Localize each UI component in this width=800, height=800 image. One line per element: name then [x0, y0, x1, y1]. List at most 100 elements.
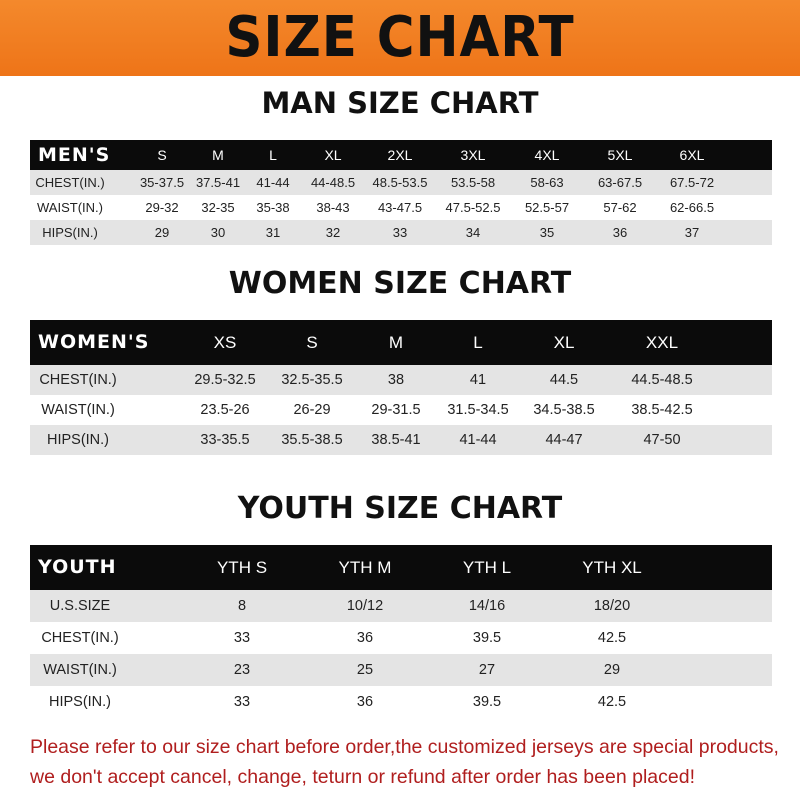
size-header: M	[212, 147, 224, 163]
row-label: U.S.SIZE	[49, 598, 111, 614]
size-header: 4XL	[534, 147, 560, 163]
table-cell: 35.5-38.5	[281, 432, 343, 448]
row-label: CHEST(IN.)	[39, 372, 117, 388]
table-cell: 29-31.5	[371, 402, 421, 418]
table-cell: 58-63	[530, 175, 564, 190]
table-cell: 48.5-53.5	[372, 175, 428, 190]
size-header: YTH S	[216, 558, 268, 577]
header-label: MEN'S	[38, 144, 111, 166]
table-cell: 37	[684, 225, 700, 240]
size-header: 5XL	[607, 147, 633, 163]
men-header-row: MEN'S S M L XL 2XL 3XL 4XL 5XL 6XL	[30, 140, 772, 170]
size-header: YTH L	[462, 558, 512, 577]
table-cell: 57-62	[603, 200, 637, 215]
table-cell: 53.5-58	[450, 175, 496, 190]
table-cell: 43-47.5	[377, 200, 423, 215]
table-cell: 67.5-72	[669, 175, 715, 190]
size-header: L	[269, 147, 277, 163]
table-cell: 38.5-41	[371, 432, 421, 448]
row-label: HIPS(IN.)	[42, 225, 98, 240]
youth-header-row: YOUTH YTH S YTH M YTH L YTH XL	[30, 545, 772, 590]
women-section-title: WOMEN SIZE CHART	[228, 266, 572, 301]
table-cell: 44.5-48.5	[631, 372, 693, 388]
table-cell: 31	[265, 225, 281, 240]
table-cell: 36	[356, 630, 374, 646]
size-header: 3XL	[460, 147, 486, 163]
table-cell: 36	[612, 225, 628, 240]
table-row: HIPS(IN.) 33 36 39.5 42.5	[30, 686, 772, 718]
row-label: WAIST(IN.)	[37, 200, 103, 215]
table-cell: 27	[478, 662, 496, 678]
size-chart-banner: SIZE CHART	[0, 0, 800, 76]
table-cell: 29.5-32.5	[194, 372, 256, 388]
table-cell: 42.5	[597, 694, 627, 710]
table-cell: 34.5-38.5	[533, 402, 595, 418]
table-cell: 25	[356, 662, 374, 678]
table-cell: 29-32	[145, 200, 179, 215]
size-header: 2XL	[387, 147, 413, 163]
row-label: WAIST(IN.)	[43, 662, 117, 678]
table-row: CHEST(IN.) 29.5-32.5 32.5-35.5 38 41 44.5 44.5…	[30, 365, 772, 395]
table-cell: 36	[356, 694, 374, 710]
table-row: U.S.SIZE 8 10/12 14/16 18/20	[30, 590, 772, 622]
table-cell: 33-35.5	[200, 432, 250, 448]
table-cell: 30	[210, 225, 226, 240]
size-header: XS	[213, 333, 237, 352]
table-cell: 44-47	[545, 432, 583, 448]
size-header: S	[157, 147, 167, 163]
table-cell: 47.5-52.5	[445, 200, 501, 215]
table-row: CHEST(IN.) 33 36 39.5 42.5	[30, 622, 772, 654]
table-cell: 41	[469, 372, 487, 388]
table-cell: 34	[465, 225, 481, 240]
table-cell: 41-44	[459, 432, 497, 448]
size-header: YTH XL	[582, 558, 642, 577]
table-cell: 23	[233, 662, 251, 678]
table-cell: 41-44	[256, 175, 290, 190]
table-cell: 32	[325, 225, 341, 240]
size-header: 6XL	[679, 147, 705, 163]
table-cell: 33	[392, 225, 408, 240]
table-cell: 33	[233, 630, 251, 646]
table-cell: 44-48.5	[310, 175, 356, 190]
table-cell: 18/20	[593, 598, 631, 614]
table-cell: 31.5-34.5	[447, 402, 509, 418]
table-cell: 38.5-42.5	[631, 402, 693, 418]
table-cell: 35-38	[256, 200, 290, 215]
header-label: YOUTH	[38, 556, 117, 578]
table-cell: 8	[237, 598, 247, 614]
table-row: CHEST(IN.) 35-37.5 37.5-41 41-44 44-48.5 48.5…	[30, 170, 772, 195]
table-cell: 10/12	[346, 598, 384, 614]
table-cell: 63-67.5	[597, 175, 643, 190]
row-label: CHEST(IN.)	[35, 175, 105, 190]
table-row: HIPS(IN.) 29 30 31 32 33 34 35 36 37	[30, 220, 772, 245]
table-cell: 29	[603, 662, 621, 678]
header-label: WOMEN'S	[38, 331, 150, 353]
size-header: XXL	[645, 333, 679, 352]
size-header: XL	[324, 147, 342, 163]
size-header: XL	[553, 333, 575, 352]
table-cell: 52.5-57	[524, 200, 570, 215]
table-cell: 29	[154, 225, 170, 240]
notice-line-2: we don't accept cancel, change, teturn o…	[30, 766, 695, 788]
row-label: HIPS(IN.)	[48, 694, 112, 710]
table-cell: 33	[233, 694, 251, 710]
table-cell: 32-35	[201, 200, 235, 215]
table-cell: 38	[387, 372, 405, 388]
table-row: HIPS(IN.) 33-35.5 35.5-38.5 38.5-41 41-44 44-…	[30, 425, 772, 455]
notice-line-1: Please refer to our size chart before or…	[30, 736, 779, 758]
table-cell: 37.5-41	[195, 175, 241, 190]
table-cell: 39.5	[472, 694, 502, 710]
size-header: S	[306, 333, 318, 352]
women-header-row: WOMEN'S XS S M L XL XXL	[30, 320, 772, 365]
table-cell: 39.5	[472, 630, 502, 646]
row-label: WAIST(IN.)	[41, 402, 115, 418]
order-notice: Please refer to our size chart before or…	[30, 732, 790, 792]
size-header: M	[388, 333, 404, 352]
men-section-title: MAN SIZE CHART	[261, 86, 539, 120]
table-cell: 47-50	[643, 432, 681, 448]
size-header: L	[473, 333, 483, 352]
table-cell: 35-37.5	[139, 175, 185, 190]
table-cell: 26-29	[293, 402, 331, 418]
table-cell: 42.5	[597, 630, 627, 646]
table-row: WAIST(IN.) 23 25 27 29	[30, 654, 772, 686]
